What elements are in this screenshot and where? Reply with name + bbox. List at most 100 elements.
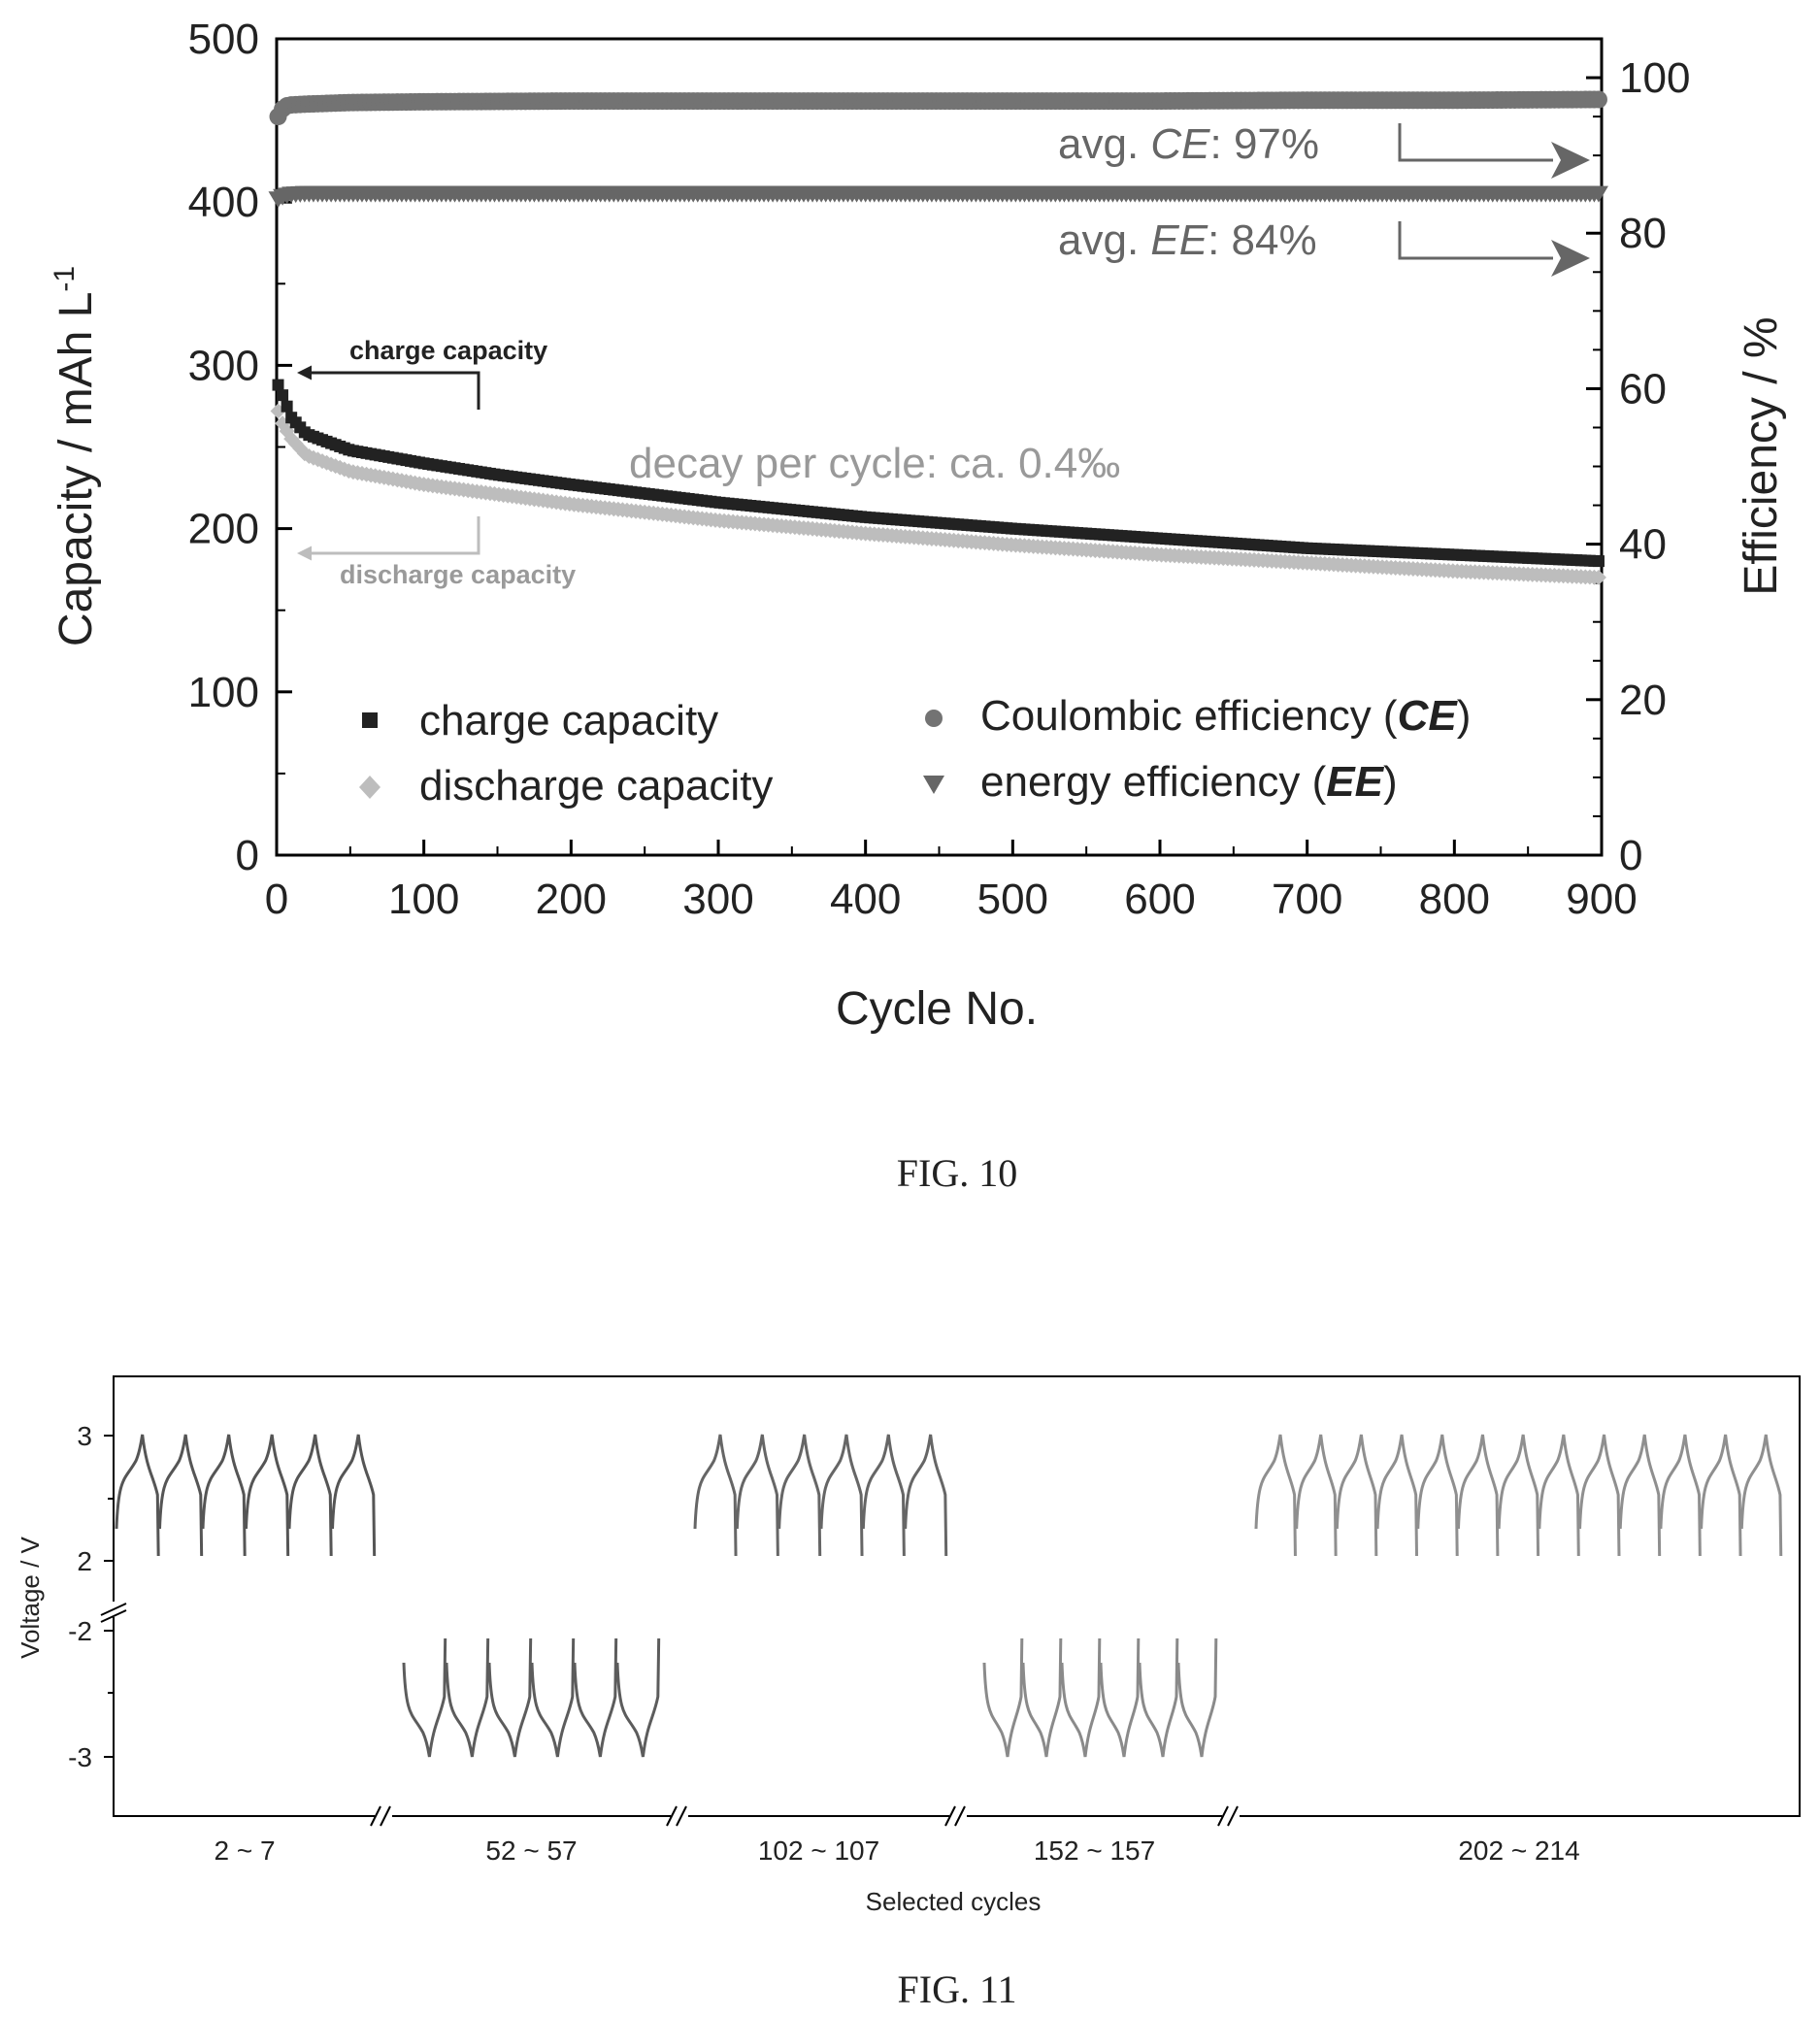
legend-ee-name: energy efficiency	[980, 758, 1300, 806]
cycle-group-label: 52 ~ 57	[485, 1835, 577, 1866]
data-point	[281, 400, 293, 413]
y-axis-title-main: Capacity / mAh L	[50, 292, 102, 646]
ce-arrow-head	[1551, 142, 1590, 179]
legend-ce-open: (	[1372, 692, 1398, 740]
legend-ee-marker	[923, 776, 944, 794]
data-point	[277, 389, 289, 402]
ce-arrow-line	[1398, 123, 1553, 162]
legend-ee-close: )	[1383, 758, 1398, 806]
x-axis-break-mark	[370, 1805, 381, 1827]
ee-arrow-line	[1398, 221, 1553, 260]
y-tick-label-fig11: 2	[77, 1546, 92, 1576]
legend-discharge-marker	[359, 776, 381, 799]
ee-arrow-head	[1551, 240, 1590, 277]
cycle-group: 102 ~ 107	[693, 1434, 948, 1866]
x-tick-label: 400	[830, 876, 901, 923]
ce-abbr: CE	[1150, 120, 1210, 168]
y-tick-label-fig11: -3	[68, 1742, 92, 1772]
x-axis-break-mark	[1217, 1805, 1229, 1827]
cycle-group: 52 ~ 57	[402, 1637, 661, 1866]
legend-ee-abbr: EE	[1326, 758, 1384, 806]
x-tick-label: 700	[1272, 876, 1342, 923]
ee-average-label: avg. EE: 84%	[1058, 216, 1317, 264]
y2-tick-label: 40	[1619, 521, 1667, 569]
x-tick-label: 200	[536, 876, 607, 923]
y2-tick-label: 0	[1619, 832, 1642, 879]
cycle-group-label: 102 ~ 107	[758, 1835, 879, 1866]
ee-prefix: avg.	[1058, 216, 1150, 264]
voltage-curve	[1254, 1434, 1783, 1557]
legend-ce-marker	[925, 710, 943, 727]
ee-abbr: EE	[1150, 216, 1208, 264]
y-tick-label: 200	[188, 506, 259, 553]
data-point	[1589, 90, 1607, 109]
y2-tick-label: 100	[1619, 54, 1690, 102]
legend-ce-close: )	[1457, 692, 1472, 740]
ce-prefix: avg.	[1058, 120, 1150, 168]
y-tick-label-fig11: -2	[68, 1616, 92, 1646]
voltage-curve	[693, 1434, 948, 1557]
series-layer	[268, 90, 1608, 585]
legend-ce-abbr: CE	[1398, 692, 1459, 740]
x-axis-break-mark	[1227, 1805, 1239, 1827]
y-axis-break-mark	[100, 1609, 127, 1623]
figure-11-caption: FIG. 11	[898, 1967, 1017, 2011]
x-axis-break-mark	[954, 1805, 966, 1827]
series-discharge-capacity	[270, 403, 1606, 585]
y-axis-title-sup: -1	[49, 266, 81, 292]
discharge-arrow	[297, 516, 480, 561]
charge-arrow	[297, 365, 480, 410]
cycle-group-label: 2 ~ 7	[214, 1835, 275, 1866]
cycle-group: 2 ~ 7	[115, 1434, 377, 1866]
series-energy-efficiency	[268, 185, 1608, 209]
y2-tick-label: 80	[1619, 210, 1667, 257]
voltage-curve	[982, 1637, 1218, 1758]
x-tick-label: 500	[977, 876, 1048, 923]
y-tick-label: 300	[188, 342, 259, 389]
y2-axis-ticks: 0 20 40 60 80 100	[1586, 38, 1690, 879]
ce-suffix: : 97%	[1210, 120, 1320, 168]
legend: charge capacity discharge capacity Coulo…	[359, 692, 1471, 810]
figure-11: 3 2 -2 -3 2 ~ 7 52 ~ 57 102 ~ 107 152 ~ 157 202…	[16, 1375, 1801, 2011]
x-axis-break-mark	[944, 1805, 956, 1827]
series-charge-capacity	[272, 379, 1605, 568]
figure-10-caption: FIG. 10	[897, 1151, 1017, 1195]
cycle-group-label: 202 ~ 214	[1458, 1835, 1579, 1866]
ce-average-label: avg. CE: 97%	[1058, 120, 1319, 168]
ee-annotation: avg. EE: 84%	[1058, 216, 1590, 277]
x-tick-label: 900	[1566, 876, 1637, 923]
ee-suffix: : 84%	[1208, 216, 1317, 264]
cycle-group: 152 ~ 157	[982, 1637, 1218, 1866]
charge-annotation-label: charge capacity	[349, 336, 547, 365]
ce-annotation: avg. CE: 97%	[1058, 120, 1590, 179]
data-point	[1590, 569, 1606, 585]
discharge-annotation-label: discharge capacity	[340, 560, 576, 589]
legend-charge-label: charge capacity	[419, 697, 718, 744]
y2-axis-title: Efficiency / %	[1736, 316, 1787, 595]
cycle-group-label: 152 ~ 157	[1034, 1835, 1155, 1866]
x-tick-label: 0	[265, 876, 288, 923]
y-axis-title-fig11: Voltage / V	[16, 1536, 45, 1658]
x-tick-label: 800	[1419, 876, 1490, 923]
legend-charge-marker	[362, 712, 378, 728]
x-axis-break-mark	[666, 1805, 678, 1827]
x-tick-label: 600	[1124, 876, 1195, 923]
charge-annotation: charge capacity	[297, 336, 547, 410]
cycle-group: 202 ~ 214	[1254, 1434, 1783, 1866]
figure-10: 0 100 200 300 400 500 600 700 800 900 0 100 200 300 4…	[49, 16, 1787, 1195]
y2-tick-label: 20	[1619, 677, 1667, 724]
data-point	[1592, 555, 1605, 568]
discharge-annotation: discharge capacity	[297, 516, 576, 589]
decay-annotation: decay per cycle: ca. 0.4‰	[629, 440, 1120, 487]
y-tick-label-fig11: 3	[77, 1421, 92, 1451]
y-tick-label: 500	[188, 16, 259, 63]
y-tick-label: 100	[188, 669, 259, 716]
x-axis-title: Cycle No.	[836, 983, 1038, 1035]
x-axis-title-fig11: Selected cycles	[866, 1887, 1042, 1916]
x-tick-label: 300	[682, 876, 753, 923]
y-axis-ticks: 0 100 200 300 400 500	[188, 16, 292, 879]
x-axis-breaks	[370, 1805, 1240, 1827]
x-axis-break-mark	[676, 1805, 687, 1827]
data-point	[272, 379, 284, 391]
data-point	[1588, 185, 1608, 203]
